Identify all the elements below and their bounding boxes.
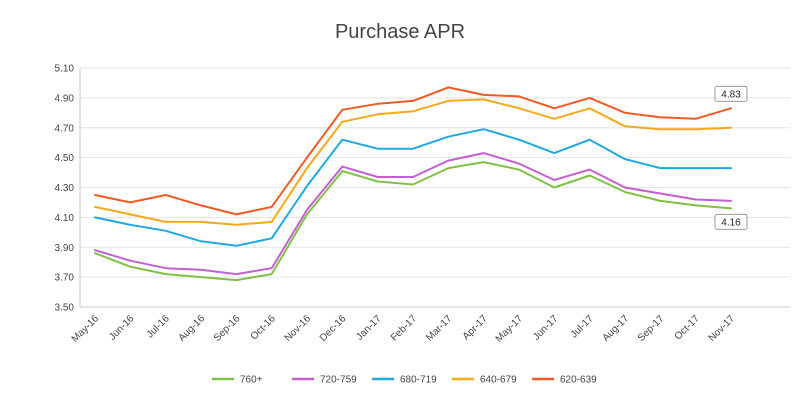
y-tick-label: 4.50 (55, 153, 75, 164)
y-tick-label: 4.10 (55, 213, 75, 224)
x-tick-label: Jul-17 (569, 313, 596, 340)
y-tick-label: 4.90 (55, 93, 75, 104)
y-tick-label: 4.70 (55, 123, 75, 134)
callout-label: 4.16 (721, 217, 741, 228)
y-tick-label: 3.70 (55, 273, 75, 284)
x-tick-label: Mar-17 (424, 313, 454, 343)
legend-item[interactable]: 640-679 (452, 375, 517, 386)
legend-label: 620-639 (560, 375, 597, 386)
x-tick-label: May-17 (494, 313, 526, 345)
x-tick-label: Jun-16 (107, 313, 137, 343)
x-tick-label: Aug-16 (177, 313, 208, 344)
x-tick-label: Dec-16 (318, 313, 349, 344)
legend-item[interactable]: 720-759 (292, 375, 357, 386)
callout-box (714, 85, 748, 102)
series-line-720-759 (94, 152, 732, 276)
callout-label: 4.83 (721, 89, 741, 100)
x-tick-label: Jun-17 (531, 313, 561, 343)
x-tick-label: Oct-16 (249, 313, 278, 342)
x-tick-label: Oct-17 (673, 313, 702, 342)
x-tick-label: Sep-17 (636, 313, 667, 344)
y-tick-label: 3.90 (55, 243, 75, 254)
x-tick-label: Nov-16 (283, 313, 314, 344)
x-tick-label: Feb-17 (389, 313, 419, 343)
y-tick-label: 5.10 (55, 64, 75, 75)
chart-title: Purchase APR (335, 21, 465, 43)
series-line-620-639 (94, 86, 732, 216)
legend-label: 760+ (240, 375, 263, 386)
data-callout: 4.16 (714, 213, 748, 230)
y-axis-ticks: 3.50 3.70 3.90 4.10 4.30 4.50 4.70 4.90 5.10 (55, 64, 75, 314)
x-tick-label: Jul-16 (145, 313, 172, 340)
x-tick-label: Sep-16 (212, 313, 243, 344)
x-tick-label: Nov-17 (707, 313, 738, 344)
x-tick-label: May-16 (70, 313, 102, 345)
callout-box (714, 213, 748, 230)
data-callout: 4.83 (714, 85, 748, 102)
legend-item[interactable]: 760+ (212, 375, 263, 386)
legend-label: 640-679 (480, 375, 517, 386)
y-tick-label: 4.30 (55, 183, 75, 194)
legend: 760+ 720-759 680-719 640-679 620-639 (212, 375, 597, 386)
x-tick-label: Aug-17 (601, 313, 632, 344)
series-line-680-719 (94, 128, 732, 247)
legend-item[interactable]: 620-639 (532, 375, 597, 386)
legend-label: 680-719 (400, 375, 437, 386)
data-callouts: 4.83 4.16 (714, 85, 748, 230)
x-tick-label: Apr-17 (461, 313, 490, 342)
legend-label: 720-759 (320, 375, 357, 386)
x-tick-label: Jan-17 (354, 313, 384, 343)
series-lines (94, 86, 732, 282)
series-line-640-679 (94, 98, 732, 226)
y-tick-label: 3.50 (55, 303, 75, 314)
series-line-760+ (94, 161, 732, 282)
x-axis-ticks: May-16 Jun-16 Jul-16 Aug-16 Sep-16 Oct-16 Nov-… (70, 313, 738, 345)
legend-item[interactable]: 680-719 (372, 375, 437, 386)
